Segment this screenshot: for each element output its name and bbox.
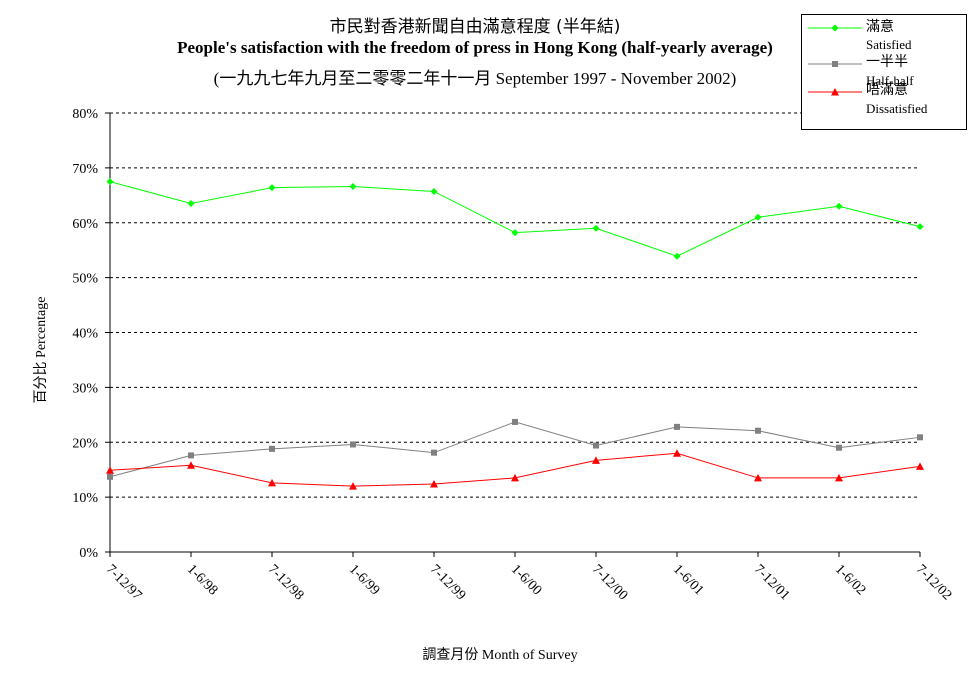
x-tick-label: 1-6/00 bbox=[508, 562, 544, 598]
data-point-half-half bbox=[107, 473, 113, 480]
y-tick-label: 80% bbox=[72, 107, 98, 122]
x-tick-label: 7-12/98 bbox=[265, 562, 306, 603]
data-point-satisfied bbox=[106, 178, 114, 186]
x-axis-title-zh: 調查月份 bbox=[422, 647, 479, 663]
data-point-satisfied bbox=[673, 252, 681, 260]
x-tick-label: 1-6/01 bbox=[670, 562, 706, 598]
data-point-dissatisfied bbox=[268, 478, 276, 487]
legend-item-dissatisfied: 唔滿意 Dissatisfied bbox=[802, 82, 966, 129]
chart-title-zh: 市民對香港新聞自由滿意程度 (半年結) bbox=[329, 17, 621, 37]
x-tick-label: 7-12/02 bbox=[913, 562, 954, 603]
x-axis-title-en: Month of Survey bbox=[481, 648, 578, 663]
data-point-half-half bbox=[431, 449, 437, 456]
data-point-dissatisfied bbox=[592, 456, 600, 464]
data-point-dissatisfied bbox=[916, 462, 924, 470]
data-point-half-half bbox=[269, 445, 275, 452]
data-point-half-half bbox=[674, 423, 680, 430]
x-tick-label: 1-6/02 bbox=[832, 562, 868, 598]
data-point-half-half bbox=[917, 434, 923, 441]
y-tick-label: 70% bbox=[72, 162, 98, 177]
chart-subtitle: (一九九七年九月至二零零二年十一月 September 1997 - Novem… bbox=[213, 69, 737, 88]
data-point-dissatisfied bbox=[835, 473, 843, 482]
y-tick-label: 30% bbox=[72, 381, 98, 396]
data-point-dissatisfied bbox=[187, 461, 195, 469]
data-point-half-half bbox=[512, 418, 518, 425]
y-axis-title-en: Percentage bbox=[34, 296, 49, 358]
data-point-satisfied bbox=[511, 229, 519, 237]
data-point-dissatisfied bbox=[430, 479, 438, 488]
data-point-half-half bbox=[593, 442, 599, 449]
x-tick-label: 7-12/99 bbox=[427, 562, 468, 603]
data-point-dissatisfied bbox=[349, 482, 357, 490]
legend-item-half-half: 一半半 Half-half bbox=[802, 53, 966, 91]
legend-label-zh: 一半半 bbox=[866, 54, 908, 70]
legend-label-zh: 滿意 bbox=[866, 19, 894, 35]
y-axis-title: 百分比 Percentage bbox=[30, 250, 50, 450]
chart-title-en: People's satisfaction with the freedom o… bbox=[177, 38, 773, 57]
data-point-half-half bbox=[836, 444, 842, 451]
legend-label-en: Dissatisfied bbox=[866, 101, 928, 116]
data-point-satisfied bbox=[754, 213, 762, 221]
legend-swatch-half-half bbox=[808, 61, 862, 67]
x-axis-title: 調查月份 Month of Survey bbox=[0, 644, 977, 664]
legend-label-en: Half-half bbox=[866, 73, 914, 88]
legend-label-zh: 唔滿意 bbox=[866, 82, 908, 98]
legend-swatch-dissatisfied bbox=[808, 88, 862, 96]
y-tick-label: 40% bbox=[72, 327, 98, 342]
x-tick-label: 1-6/99 bbox=[346, 562, 382, 598]
data-point-half-half bbox=[350, 441, 356, 448]
x-tick-label: 7-12/01 bbox=[751, 562, 792, 603]
legend-swatch-satisfied bbox=[808, 24, 862, 32]
y-tick-label: 0% bbox=[79, 546, 98, 561]
data-point-satisfied bbox=[187, 200, 195, 208]
x-tick-label: 7-12/97 bbox=[103, 562, 144, 603]
y-tick-label: 10% bbox=[72, 491, 98, 506]
series-line-half-half bbox=[109, 421, 921, 478]
legend: 滿意 Satisfied 一半半 Half-half 唔滿意 Dissatisf… bbox=[801, 14, 967, 130]
data-point-dissatisfied bbox=[673, 449, 681, 457]
data-point-dissatisfied bbox=[754, 473, 762, 482]
data-point-satisfied bbox=[430, 187, 438, 195]
y-tick-label: 50% bbox=[72, 272, 98, 287]
data-point-satisfied bbox=[592, 224, 600, 232]
y-tick-label: 20% bbox=[72, 436, 98, 451]
x-tick-label: 1-6/98 bbox=[184, 562, 220, 598]
data-point-dissatisfied bbox=[511, 473, 519, 482]
data-point-dissatisfied bbox=[106, 466, 114, 474]
data-point-half-half bbox=[188, 452, 194, 459]
data-point-satisfied bbox=[349, 183, 357, 191]
legend-item-satisfied: 滿意 Satisfied bbox=[802, 15, 966, 53]
data-point-satisfied bbox=[268, 184, 276, 192]
legend-label-en: Satisfied bbox=[866, 37, 912, 52]
series-line-satisfied bbox=[109, 181, 921, 257]
y-tick-label: 60% bbox=[72, 217, 98, 232]
data-point-satisfied bbox=[835, 202, 843, 210]
data-point-satisfied bbox=[916, 223, 924, 231]
y-axis-title-zh: 百分比 bbox=[33, 361, 49, 404]
x-tick-label: 7-12/00 bbox=[589, 562, 630, 603]
data-point-half-half bbox=[755, 427, 761, 434]
